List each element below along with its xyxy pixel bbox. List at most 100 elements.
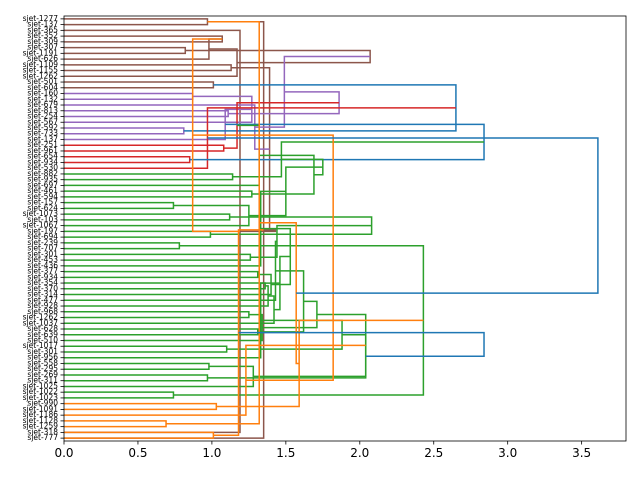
dendrogram-link-17: [64, 127, 185, 135]
dendrogram-link-33: [64, 204, 250, 227]
leaf-label: sjet-1022: [23, 387, 59, 396]
leaf-label: sjet-934: [27, 157, 58, 166]
x-tick-label: 2.0: [350, 446, 369, 460]
leaf-labels: sjet-1277sjet-137sjet-365sjet-352sjet-30…: [23, 14, 64, 442]
leaf-label: sjet-251: [27, 140, 58, 149]
x-tick-label: 1.0: [202, 446, 221, 460]
leaf-label: sjet-733: [27, 129, 58, 138]
leaf-label: sjet-1186: [23, 410, 59, 419]
leaf-label: sjet-352: [27, 31, 58, 40]
leaf-label: sjet-301: [27, 347, 58, 356]
dendrogram-link-22: [64, 155, 191, 164]
x-tick-label: 3.0: [498, 446, 517, 460]
dendrogram-link-16: [254, 55, 371, 128]
leaf-label: sjet-377: [27, 267, 58, 276]
leaf-label: sjet-558: [27, 358, 58, 367]
leaf-label: sjet-1067: [23, 221, 59, 230]
dendrogram-link-41: [64, 270, 259, 279]
dendrogram-link-34: [281, 158, 324, 176]
dendrogram-link-31: [251, 154, 315, 195]
leaf-label: sjet-1073: [23, 209, 59, 218]
dendrogram-link-12: [64, 92, 194, 101]
leaf-label: sjet-311: [27, 376, 58, 385]
leaf-label: sjet-103: [27, 215, 58, 224]
leaf-label: sjet-956: [27, 353, 58, 362]
dendrogram-link-60: [64, 365, 255, 388]
leaf-label: sjet-160: [27, 89, 58, 98]
leaf-label: sjet-132: [27, 94, 58, 103]
x-tick-label: 1.5: [276, 446, 295, 460]
leaf-label: sjet-1109: [23, 60, 59, 69]
dendrogram-link-70: [166, 20, 260, 425]
leaf-label: sjet-928: [27, 301, 58, 310]
dendrogram-link-21: [64, 144, 225, 152]
leaf-label: sjet-254: [27, 112, 58, 121]
x-axis: 0.0 0.5 1.0 1.5 2.0 2.5 3.0 3.5: [54, 441, 591, 460]
leaf-label: sjet-990: [27, 399, 58, 408]
leaf-label: sjet-1091: [23, 404, 59, 413]
x-tick-label: 0.5: [128, 446, 147, 460]
plot-frame: [63, 15, 627, 442]
dendrogram-link-26: [64, 173, 234, 181]
leaf-label: sjet-592: [27, 123, 58, 132]
leaf-label: sjet-137: [27, 20, 58, 29]
leaf-label: sjet-1023: [23, 393, 59, 402]
dendrogram-link-48: [64, 311, 250, 319]
dendrogram-link-71: [191, 38, 240, 233]
dendrogram-link-68: [216, 319, 424, 408]
leaf-label: sjet-137: [27, 134, 58, 143]
dendrogram-link-69: [64, 431, 215, 439]
leaf-label: sjet-624: [27, 203, 58, 212]
leaf-label: sjet-882: [27, 169, 58, 178]
dendrogram-link-28: [64, 190, 253, 198]
leaf-label: sjet-961: [27, 146, 58, 155]
leaf-label: sjet-370: [27, 284, 58, 293]
leaf-label: sjet-694: [27, 232, 58, 241]
dendrogram-link-4: [64, 46, 187, 55]
dendrogram-link-14: [64, 110, 229, 118]
leaf-label: sjet-365: [27, 25, 58, 34]
leaf-label: sjet-309: [27, 37, 58, 46]
dendrogram-link-35: [64, 230, 212, 238]
leaf-label: sjet-654: [27, 152, 58, 161]
leaf-label: sjet-1037: [23, 318, 59, 327]
dendrogram-links: [64, 18, 599, 439]
leaf-label: sjet-604: [27, 83, 58, 92]
leaf-label: sjet-269: [27, 370, 58, 379]
leaf-label: sjet-501: [27, 77, 58, 86]
leaf-label: sjet-777: [27, 433, 58, 442]
dendrogram-link-30: [64, 201, 175, 210]
leaf-label: sjet-453: [27, 255, 58, 264]
x-tick-label: 3.5: [572, 446, 591, 460]
dendrogram-link-36: [64, 242, 181, 250]
leaf-label: sjet-197: [27, 226, 58, 235]
dendrogram-link-75: [238, 331, 485, 358]
dendrogram-link-67: [64, 420, 167, 428]
leaf-label: sjet-354: [27, 278, 58, 287]
leaf-label: sjet-239: [27, 238, 58, 247]
leaf-label: sjet-1191: [23, 48, 59, 57]
dendrogram-link-9: [64, 81, 215, 89]
dendrogram-link-39: [64, 253, 252, 261]
leaf-label: sjet-436: [27, 261, 58, 270]
dendrogram-link-18: [64, 108, 252, 141]
dendrogram-link-45: [64, 240, 277, 302]
leaf-label: sjet-813: [27, 106, 58, 115]
dendrogram-link-32: [64, 213, 231, 221]
leaf-label: sjet-1128: [23, 416, 59, 425]
leaf-label: sjet-639: [27, 330, 58, 339]
leaf-label: sjet-307: [27, 43, 58, 52]
leaf-label: sjet-1277: [23, 14, 59, 23]
leaf-label: sjet-1262: [23, 71, 59, 80]
leaf-label: sjet-707: [27, 244, 58, 253]
leaf-label: sjet-530: [27, 163, 58, 172]
leaf-label: sjet-301: [27, 249, 58, 258]
leaf-label: sjet-157: [27, 198, 58, 207]
dendrogram-link-76: [207, 137, 599, 294]
leaf-label: sjet-968: [27, 307, 58, 316]
dendrogram-link-29: [232, 141, 485, 178]
dendrogram-link-10: [231, 66, 276, 232]
leaf-label: sjet-461: [27, 186, 58, 195]
dendrogram-link-59: [64, 374, 209, 382]
dendrogram-link-61: [64, 391, 175, 399]
